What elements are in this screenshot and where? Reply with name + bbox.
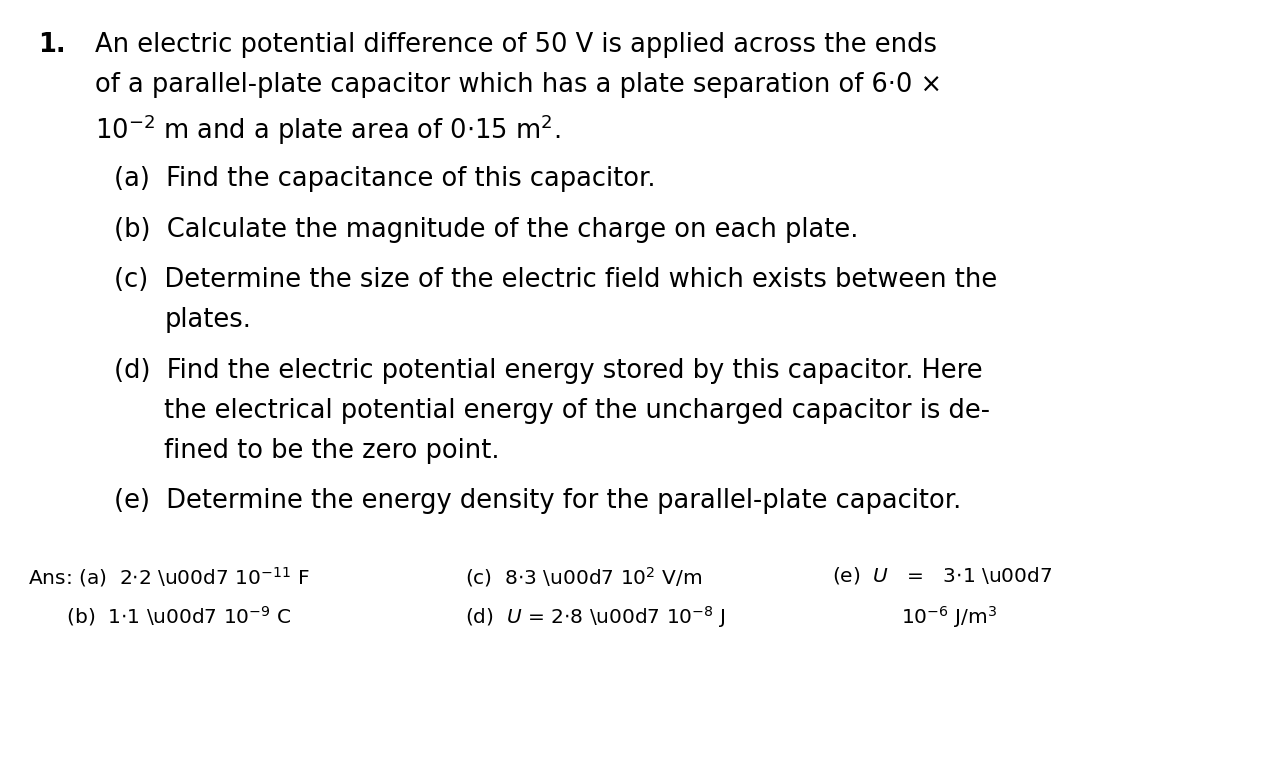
Text: An electric potential difference of 50 V is applied across the ends: An electric potential difference of 50 V… xyxy=(95,32,937,58)
Text: plates.: plates. xyxy=(164,307,252,333)
Text: (b)  Calculate the magnitude of the charge on each plate.: (b) Calculate the magnitude of the charg… xyxy=(114,217,858,243)
Text: the electrical potential energy of the uncharged capacitor is de-: the electrical potential energy of the u… xyxy=(164,398,990,424)
Text: Ans: (a)  2$\cdot$2 \u00d7 $10^{-11}$ F: Ans: (a) 2$\cdot$2 \u00d7 $10^{-11}$ F xyxy=(28,565,310,589)
Text: (d)  Find the electric potential energy stored by this capacitor. Here: (d) Find the electric potential energy s… xyxy=(114,358,982,384)
Text: 1.: 1. xyxy=(38,32,66,58)
Text: (d)  $\mathit{U}$ = 2$\cdot$8 \u00d7 $10^{-8}$ J: (d) $\mathit{U}$ = 2$\cdot$8 \u00d7 $10^… xyxy=(465,604,726,630)
Text: of a parallel-plate capacitor which has a plate separation of 6·0 ×: of a parallel-plate capacitor which has … xyxy=(95,72,942,98)
Text: (c)  8$\cdot$3 \u00d7 $10^2$ V/m: (c) 8$\cdot$3 \u00d7 $10^2$ V/m xyxy=(465,565,703,589)
Text: (e)  $\mathit{U}$   =   3$\cdot$1 \u00d7: (e) $\mathit{U}$ = 3$\cdot$1 \u00d7 xyxy=(832,565,1052,586)
Text: fined to be the zero point.: fined to be the zero point. xyxy=(164,438,499,464)
Text: $10^{-2}$ m and a plate area of 0$\cdot$15 m$^2$.: $10^{-2}$ m and a plate area of 0$\cdot$… xyxy=(95,112,560,147)
Text: (c)  Determine the size of the electric field which exists between the: (c) Determine the size of the electric f… xyxy=(114,267,997,293)
Text: $10^{-6}$ J/m$^3$: $10^{-6}$ J/m$^3$ xyxy=(901,604,997,630)
Text: (e)  Determine the energy density for the parallel-plate capacitor.: (e) Determine the energy density for the… xyxy=(114,488,961,515)
Text: (a)  Find the capacitance of this capacitor.: (a) Find the capacitance of this capacit… xyxy=(114,166,655,192)
Text: (b)  1$\cdot$1 \u00d7 $10^{-9}$ C: (b) 1$\cdot$1 \u00d7 $10^{-9}$ C xyxy=(28,604,292,627)
